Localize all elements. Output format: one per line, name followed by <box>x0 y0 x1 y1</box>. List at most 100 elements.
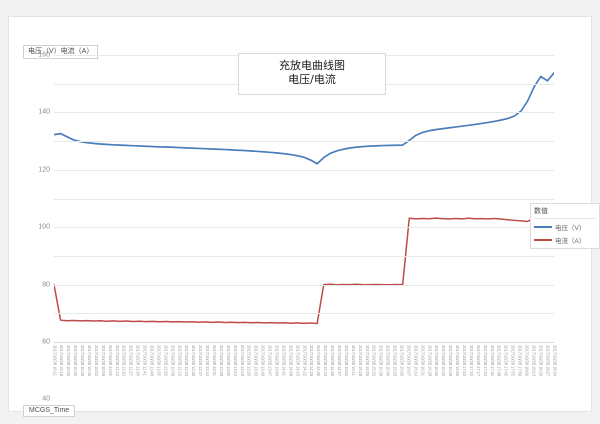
x-axis-tick-label: 2017/10/28 11:34 <box>135 345 141 376</box>
x-axis-tick-label: 2017/10/28 17:52 <box>510 345 516 377</box>
x-axis-tick-label: 2017/10/28 15:39 <box>378 345 384 377</box>
chart-title-box: 充放电曲线图 电压/电流 <box>238 53 386 95</box>
x-axis-tick-label: 2017/10/28 10:32 <box>73 345 79 377</box>
legend-item-label: 电流（A） <box>555 238 586 245</box>
y-axis-tick-label: 60 <box>42 338 50 346</box>
category-axis-line <box>54 342 554 343</box>
legend-item-label: 电压（V） <box>555 225 586 232</box>
x-axis-tick-label: 2017/10/28 14:36 <box>316 345 322 377</box>
line-voltage <box>54 72 554 165</box>
legend-item[interactable]: 电压（V） <box>534 222 596 232</box>
gridline: 80 <box>42 169 554 288</box>
x-axis-tick-label: 2017/10/28 14:08 <box>288 345 294 377</box>
x-axis-tick-label: 2017/10/28 17:10 <box>468 345 474 377</box>
x-axis-tick-label: 2017/10/28 17:59 <box>517 345 523 377</box>
gridline: 20 <box>54 255 554 257</box>
legend-swatch-icon <box>534 226 552 228</box>
x-axis-tick-label: 2017/10/28 18:34 <box>552 345 558 377</box>
x-axis-tick-label: 2017/10/28 17:03 <box>462 345 468 377</box>
x-axis-tick-label: 2017/10/28 14:43 <box>323 345 329 377</box>
x-axis-tick-label: 2017/10/28 12:23 <box>184 345 190 377</box>
x-axis-tick-label: 2017/10/28 11:48 <box>149 345 155 376</box>
x-axis-tick-label: 2017/10/28 13:40 <box>260 345 266 377</box>
x-axis-tick-label: 2017/10/28 13:26 <box>246 345 252 377</box>
plot-area: 160140120100806040200-20-40 <box>38 52 554 403</box>
x-axis-tick-label: 2017/10/28 10:39 <box>80 345 86 377</box>
x-axis-tick-label: 2017/10/28 16:56 <box>455 345 461 377</box>
x-axis-tick-label: 2017/10/28 14:22 <box>302 345 308 377</box>
x-axis-tick-label: 2017/10/28 17:38 <box>496 345 502 377</box>
x-axis-tick-label: 2017/10/28 11:06 <box>107 345 113 376</box>
x-axis-tick-label: 2017/10/28 13:54 <box>274 345 280 377</box>
x-axis-tick-label: 2017/10/28 17:45 <box>503 345 509 377</box>
x-axis-tick-label: 2017/10/28 16:07 <box>406 345 412 377</box>
line-current <box>54 217 554 325</box>
y-axis-tick-label: 120 <box>38 166 50 174</box>
x-axis-tick-label: 2017/10/28 10:59 <box>100 345 106 377</box>
x-axis-tick-label: 2017/10/28 14:57 <box>337 345 343 377</box>
x-axis-tick-label: 2017/10/28 18:13 <box>531 345 537 377</box>
gridline: 60 <box>42 198 554 346</box>
x-axis-tick-label: 2017/10/28 14:29 <box>309 345 315 377</box>
x-axis-tick-label: 2017/10/28 14:50 <box>330 345 336 377</box>
x-axis-tick-label: 2017/10/28 17:31 <box>489 345 495 377</box>
x-axis-tick-label: 2017/10/28 16:35 <box>434 345 440 377</box>
y-axis-tick-label: 160 <box>38 51 50 59</box>
x-axis-tick-label: 2017/10/28 12:16 <box>177 345 183 377</box>
x-axis-tick-label: 2017/10/28 16:42 <box>441 345 447 377</box>
chart-card: 电压（V）电流（A） 160140120100806040200-20-40 充… <box>8 16 600 417</box>
x-axis-tick-label: 2017/10/28 18:20 <box>538 345 544 377</box>
x-axis-tick-label: 2017/10/28 13:12 <box>232 345 238 377</box>
legend-swatch-icon <box>534 239 552 241</box>
legend-item[interactable]: 电流（A） <box>534 235 596 245</box>
x-axis-tick-label: 2017/10/28 12:44 <box>205 345 211 377</box>
x-axis-tick-label: 2017/10/28 16:28 <box>427 345 433 377</box>
x-axis-tick-label: 2017/10/28 13:47 <box>267 345 273 377</box>
gridline: 100 <box>38 141 554 231</box>
y-axis-tick-label: 140 <box>38 108 50 116</box>
x-axis-tick-label: 2017/10/28 12:02 <box>163 345 169 377</box>
x-axis-tick-label: 2017/10/28 15:18 <box>357 345 363 377</box>
chart-title: 充放电曲线图 <box>279 59 345 72</box>
x-axis-tick-label: 2017/10/28 10:18 <box>59 345 65 377</box>
x-axis-tick-label: 2017/10/28 13:19 <box>239 345 245 377</box>
x-axis-tick-label: 2017/10/28 12:37 <box>198 345 204 377</box>
x-axis-tick-label: 2017/10/28 14:01 <box>281 345 287 377</box>
x-axis-tick-label: 2017/10/28 13:33 <box>253 345 259 377</box>
legend-title: 数值 <box>534 206 596 219</box>
x-axis-tick-label: 2017/10/28 16:14 <box>413 345 419 377</box>
series-canvas <box>54 72 554 325</box>
x-axis-tick-label: 2017/10/28 16:21 <box>420 345 426 377</box>
gridline: 120 <box>38 112 554 173</box>
x-axis-tick-label: 2017/10/28 13:05 <box>225 345 231 377</box>
x-axis-tick-label: 2017/10/28 12:51 <box>212 345 218 377</box>
x-axis-tick-label: 2017/10/28 15:25 <box>364 345 370 377</box>
y-axis-tick-label: 40 <box>42 395 50 403</box>
x-axis-tick-label: 2017/10/28 10:11 <box>52 345 58 376</box>
x-axis-tick-label: 2017/10/28 11:41 <box>142 345 148 376</box>
x-axis-tick-label: 2017/10/28 12:09 <box>170 345 176 377</box>
gridline: 0 <box>54 284 554 286</box>
x-axis-tick-labels: 2017/10/28 10:11 2017/10/28 10:18 2017/10/… <box>52 345 558 397</box>
gridline: 40 <box>42 227 554 403</box>
y-axis-tick-label: 80 <box>42 281 50 289</box>
x-axis-tick-label: 2017/10/28 14:15 <box>295 345 301 377</box>
x-axis-tick-label: 2017/10/28 15:11 <box>350 345 356 376</box>
x-axis-tick-label: 2017/10/28 18:06 <box>524 345 530 377</box>
x-axis-tick-label: 2017/10/28 10:45 <box>87 345 93 377</box>
x-axis-tick-label: 2017/10/28 18:27 <box>545 345 551 377</box>
y-axis-tick-label: 100 <box>38 223 50 231</box>
legend-rows: 电压（V） 电流（A） <box>534 222 596 245</box>
x-axis-tick-label: 2017/10/28 12:58 <box>218 345 224 377</box>
x-axis-tick-label: 2017/10/28 15:32 <box>371 345 377 377</box>
x-axis-tick-label: 2017/10/28 11:55 <box>156 345 162 376</box>
x-axis-tick-label: 2017/10/28 15:04 <box>343 345 349 377</box>
x-axis-tick-label: 2017/10/28 10:52 <box>93 345 99 377</box>
x-axis-tick-label: 2017/10/28 11:27 <box>128 345 134 376</box>
x-axis-tick-label: 2017/10/28 11:13 <box>114 345 120 376</box>
x-axis-tick-label: 2017/10/28 15:53 <box>392 345 398 377</box>
category-field-label: MCGS_Time <box>23 405 76 417</box>
x-axis-tick-label: 2017/10/28 16:49 <box>448 345 454 377</box>
x-axis-tick-label: 2017/10/28 17:17 <box>475 345 481 377</box>
